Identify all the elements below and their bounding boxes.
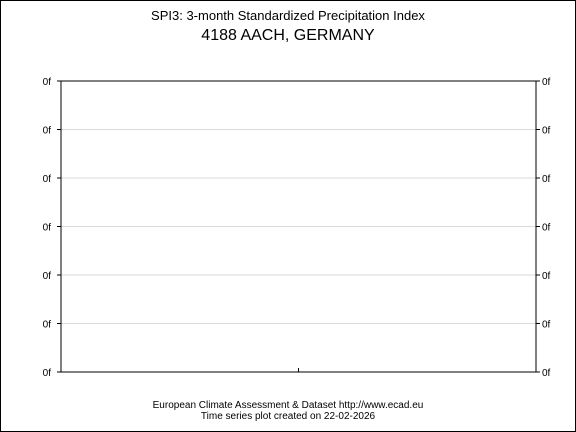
footer-created-date: Time series plot created on 22-02-2026 (200, 411, 376, 422)
y-axis-right-labels: 0f 0f 0f 0f 0f 0f 0f (542, 77, 551, 379)
y-tick-label-left: 0f (43, 320, 52, 331)
y-tick-label-right: 0f (542, 368, 551, 379)
y-tick-label-right: 0f (542, 77, 551, 88)
y-tick-label-left: 0f (43, 271, 52, 282)
y-tick-label-right: 0f (542, 271, 551, 282)
y-tick-label-left: 0f (43, 368, 52, 379)
chart-title: SPI3: 3-month Standardized Precipitation… (151, 8, 425, 23)
y-tick-label-left: 0f (43, 223, 52, 234)
y-axis-left-labels: 0f 0f 0f 0f 0f 0f 0f (43, 77, 52, 379)
tick-marks (57, 80, 540, 373)
y-tick-label-left: 0f (43, 77, 52, 88)
footer-credit: European Climate Assessment & Dataset ht… (152, 400, 424, 411)
chart-subtitle: 4188 AACH, GERMANY (201, 27, 375, 44)
y-tick-label-right: 0f (542, 126, 551, 137)
y-tick-label-left: 0f (43, 126, 52, 137)
y-tick-label-right: 0f (542, 320, 551, 331)
y-tick-label-right: 0f (542, 223, 551, 234)
y-tick-label-right: 0f (542, 174, 551, 185)
y-tick-label-left: 0f (43, 174, 52, 185)
grid-lines (61, 129, 536, 324)
